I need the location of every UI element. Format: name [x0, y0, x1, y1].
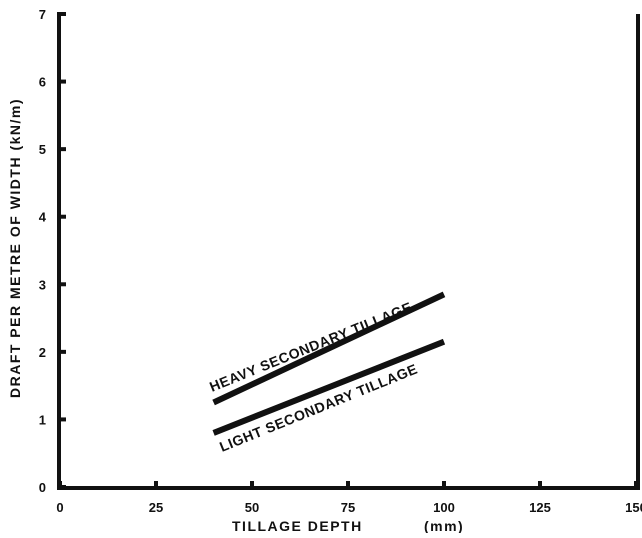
- series-line-heavy: [212, 291, 446, 406]
- y-tick-label: 3: [39, 277, 46, 292]
- x-ticks: 0 25 50 75 100 125 150: [56, 481, 642, 515]
- y-ticks: 0 1 2 3 4 5 6 7: [39, 7, 66, 495]
- x-tick-label: 150: [625, 500, 642, 515]
- x-tick-label: 25: [149, 500, 163, 515]
- series-lines: [212, 291, 446, 436]
- y-tick-label: 1: [39, 412, 46, 427]
- x-tick-label: 50: [245, 500, 259, 515]
- x-tick-label: 75: [341, 500, 355, 515]
- x-tick-label: 0: [56, 500, 63, 515]
- y-tick-label: 6: [39, 75, 46, 90]
- y-tick-label: 5: [39, 142, 46, 157]
- x-tick-label: 125: [529, 500, 551, 515]
- y-tick-label: 0: [39, 480, 46, 495]
- x-tick-label: 100: [433, 500, 455, 515]
- x-axis-title: TILLAGE DEPTH: [232, 518, 363, 533]
- series-line-light: [212, 338, 446, 436]
- y-tick-label: 2: [39, 345, 46, 360]
- y-axis-title: DRAFT PER METRE OF WIDTH (kN/m): [7, 98, 23, 398]
- x-axis-unit: (mm): [424, 518, 464, 533]
- y-tick-label: 7: [39, 7, 46, 22]
- y-tick-label: 4: [39, 210, 47, 225]
